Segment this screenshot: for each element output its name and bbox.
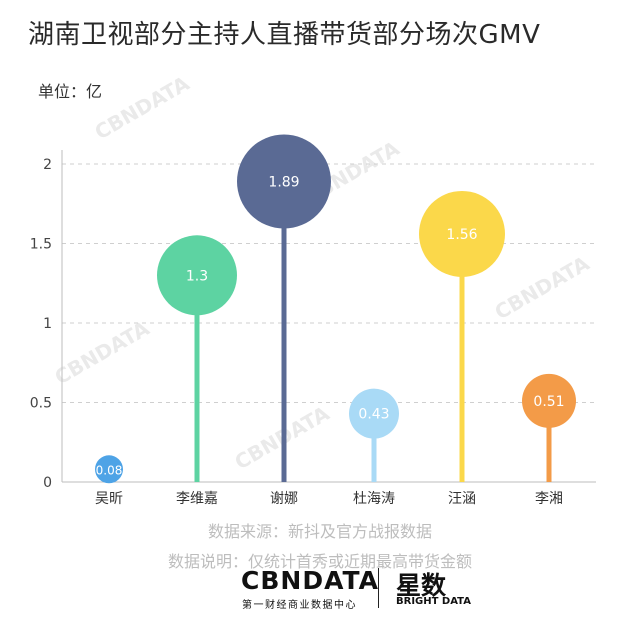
bubble-3: [349, 388, 399, 439]
x-tick-label-3: 杜海涛: [353, 491, 395, 507]
bubble-5: [522, 373, 576, 428]
bubble-0: [95, 455, 123, 484]
y-tick-label-1: 0.5: [30, 396, 52, 412]
chart-title: 湖南卫视部分主持人直播带货部分场次GMV: [28, 20, 541, 50]
data-label-5: 0.51: [533, 394, 564, 410]
y-tick-label-4: 2: [43, 157, 52, 173]
watermark-0: CBNDATA: [91, 71, 194, 144]
bubble-1: [157, 235, 237, 316]
bubble-2: [237, 134, 331, 229]
x-tick-label-1: 李维嘉: [176, 491, 218, 507]
data-label-0: 0.08: [96, 463, 123, 477]
watermark-2: CBNDATA: [491, 251, 594, 324]
watermark-3: CBNDATA: [51, 316, 154, 389]
cbndata-logo-subtitle: 第一财经商业数据中心: [242, 600, 357, 611]
footer-logos: CBNDATA 第一财经商业数据中心 星数 BRIGHT DATA: [0, 566, 640, 616]
bubble-4: [419, 190, 505, 277]
brightdata-logo: 星数: [396, 571, 447, 600]
logo-divider: [378, 568, 379, 608]
unit-label: 单位：亿: [38, 82, 103, 101]
cbndata-logo: CBNDATA: [241, 566, 379, 595]
y-tick-label-3: 1.5: [30, 237, 52, 253]
data-label-3: 0.43: [358, 407, 389, 423]
brightdata-logo-subtitle: BRIGHT DATA: [396, 596, 471, 607]
y-tick-label-0: 0: [43, 475, 52, 491]
lollipop-chart: CBNDATACBNDATACBNDATACBNDATACBNDATA00.51…: [30, 71, 596, 507]
x-tick-label-2: 谢娜: [270, 491, 298, 507]
x-tick-label-0: 吴昕: [95, 491, 123, 507]
data-source-note: 数据来源：新抖及官方战报数据: [207, 522, 432, 541]
y-tick-label-2: 1: [43, 316, 52, 332]
data-label-4: 1.56: [446, 227, 477, 243]
data-label-1: 1.3: [186, 268, 208, 284]
x-tick-label-5: 李湘: [535, 491, 563, 507]
data-label-2: 1.89: [268, 174, 299, 190]
data-explanation-note: 数据说明：仅统计首秀或近期最高带货金额: [167, 552, 472, 571]
x-tick-label-4: 汪涵: [448, 491, 476, 507]
